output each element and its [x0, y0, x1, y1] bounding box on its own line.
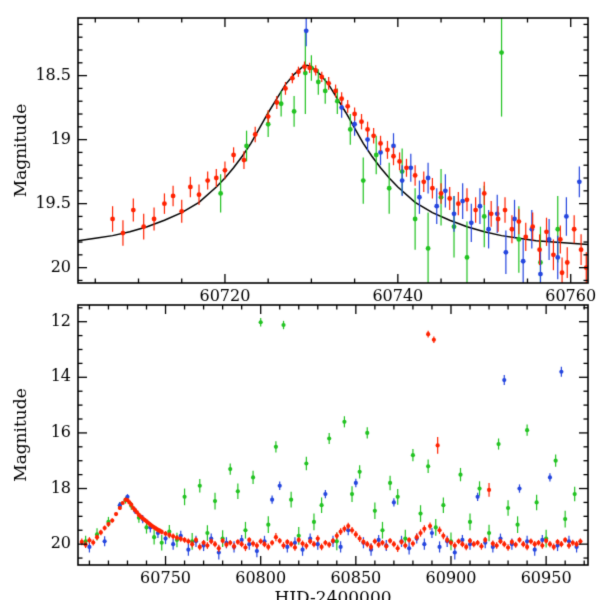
- microlensing-light-curve-chart: [0, 0, 600, 600]
- light-curve-figure: [0, 0, 600, 600]
